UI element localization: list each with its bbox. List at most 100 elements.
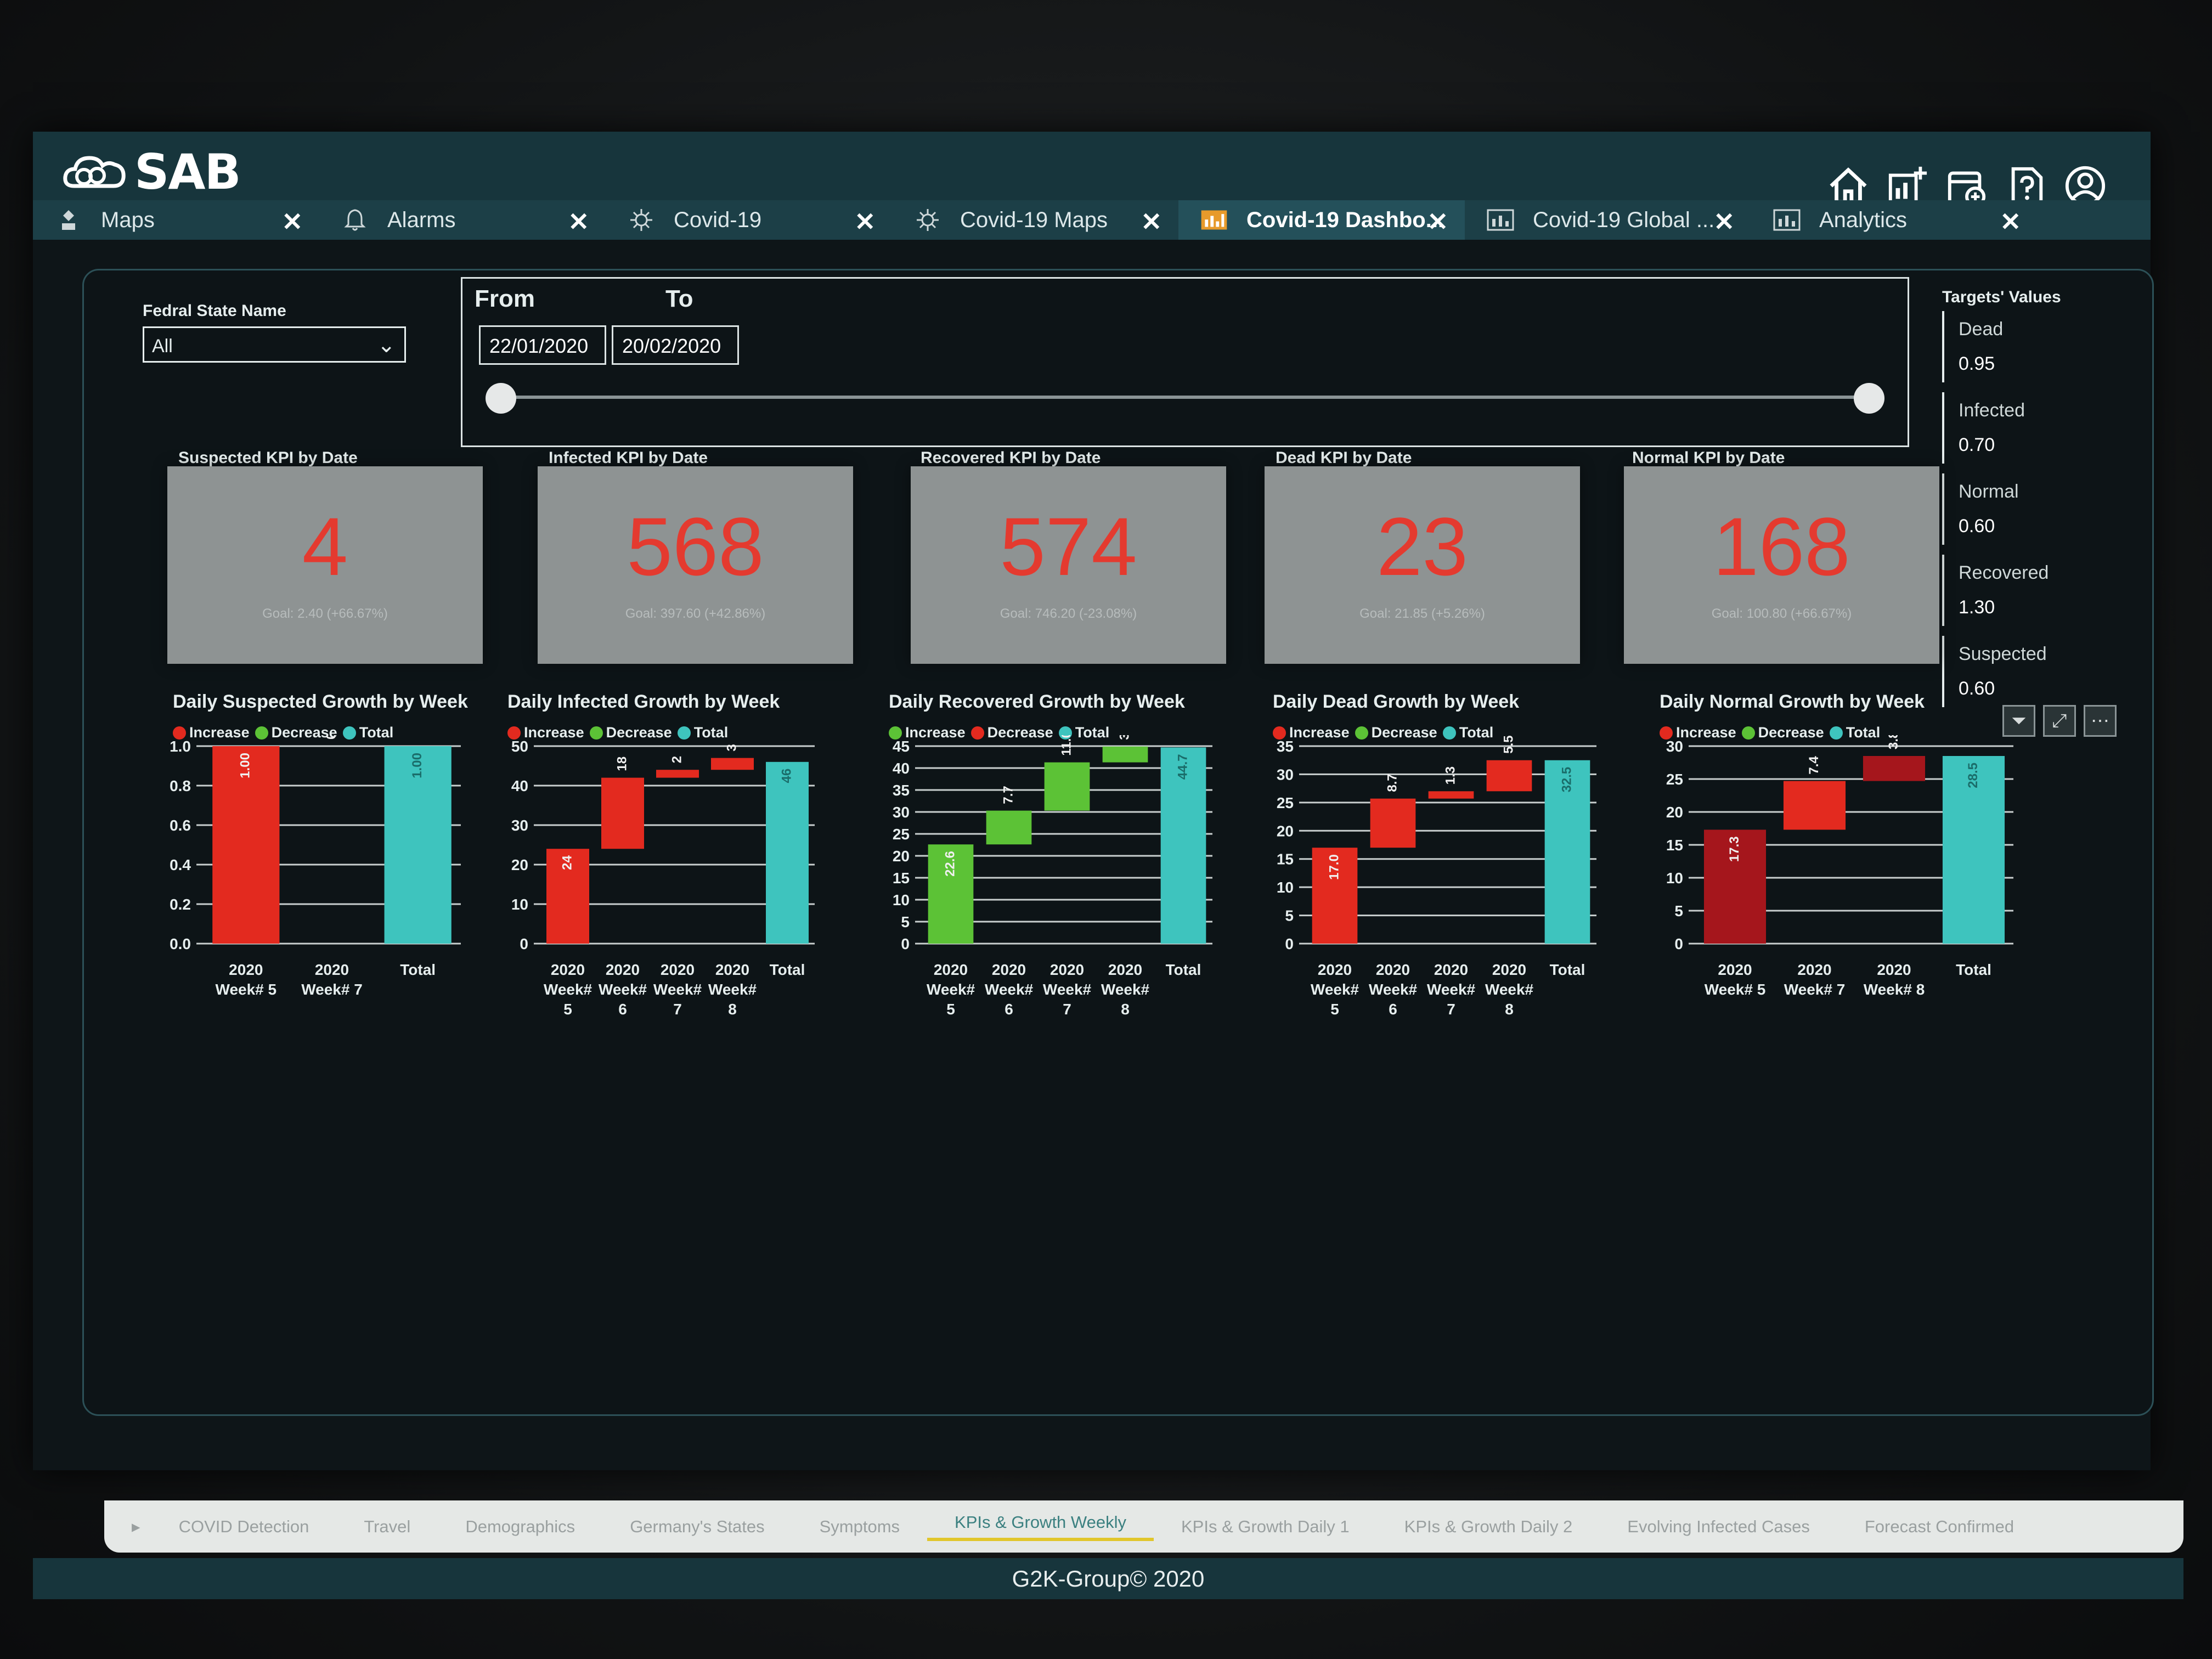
waterfall-bar[interactable] xyxy=(711,758,754,770)
state-filter-dropdown[interactable]: All ⌄ xyxy=(143,326,406,363)
tab-covid-19-maps[interactable]: Covid-19 Maps ✕ xyxy=(892,200,1178,240)
waterfall-chart-dead[interactable]: 0 5 10 15 20 25 30 35 17.0 8.7 1.3 5.5 32.5 xyxy=(1262,735,1602,955)
chart-title-infected: Daily Infected Growth by Week xyxy=(507,691,780,712)
x-category-line: Week# 8 xyxy=(1863,981,1925,998)
legend-dot xyxy=(1355,726,1368,740)
waterfall-bar[interactable] xyxy=(601,777,644,849)
y-tick-label: 0 xyxy=(520,935,528,952)
waterfall-chart-recovered[interactable]: 0 5 10 15 20 25 30 35 40 45 22.6 7.7 11.0 3.6 44.7 xyxy=(878,735,1218,955)
close-icon[interactable]: ✕ xyxy=(281,207,303,236)
x-category-label: 2020 Week# 7 xyxy=(1038,960,1096,1019)
close-icon[interactable]: ✕ xyxy=(1427,207,1448,236)
filter-icon[interactable]: ⏷ xyxy=(2002,705,2035,737)
tab-covid-19[interactable]: Covid-19 ✕ xyxy=(606,200,892,240)
total-bar[interactable] xyxy=(1160,747,1206,944)
waterfall-bar[interactable] xyxy=(1486,760,1532,792)
waterfall-bar[interactable] xyxy=(546,849,589,944)
data-label: 3 xyxy=(724,744,739,751)
close-icon[interactable]: ✕ xyxy=(1713,207,1735,236)
page-tab[interactable]: KPIs & Growth Daily 2 xyxy=(1404,1516,1573,1536)
close-icon[interactable]: ✕ xyxy=(1141,207,1162,236)
close-icon[interactable]: ✕ xyxy=(2000,207,2021,236)
legend-increase[interactable]: Increase xyxy=(889,724,966,741)
page-tab[interactable]: Travel xyxy=(364,1516,411,1536)
waterfall-bar[interactable] xyxy=(1703,830,1767,944)
close-icon[interactable]: ✕ xyxy=(854,207,876,236)
page-tab[interactable]: Symptoms xyxy=(819,1516,900,1536)
legend-total[interactable]: Total xyxy=(1829,724,1880,741)
page-tab[interactable]: KPIs & Growth Daily 1 xyxy=(1181,1516,1350,1536)
legend-decrease[interactable]: Decrease xyxy=(970,724,1053,741)
page-tab[interactable]: Germany's States xyxy=(630,1516,765,1536)
y-tick-label: 10 xyxy=(893,891,910,909)
legend-dot xyxy=(507,726,521,740)
waterfall-bar[interactable] xyxy=(1044,762,1090,811)
date-slider-track[interactable] xyxy=(501,396,1869,399)
kpi-card-suspected[interactable]: 4 Goal: 2.40 (+66.67%) xyxy=(167,466,483,664)
waterfall-bar[interactable] xyxy=(656,770,699,778)
focus-mode-icon[interactable]: ⤢ xyxy=(2043,705,2076,737)
logo[interactable]: SAB xyxy=(63,144,241,200)
page-nav-arrow-icon[interactable]: ▸ xyxy=(132,1516,140,1536)
page-tab[interactable]: KPIs & Growth Weekly xyxy=(927,1513,1154,1541)
legend-increase[interactable]: Increase xyxy=(1273,724,1350,741)
waterfall-chart-suspected[interactable]: 0.0 0.2 0.4 0.6 0.8 1.0 1.00 0.00 1.00 xyxy=(159,735,466,955)
waterfall-bar[interactable] xyxy=(1783,781,1846,830)
kpi-card-normal[interactable]: 168 Goal: 100.80 (+66.67%) xyxy=(1624,466,1939,664)
tab-alarms[interactable]: Alarms ✕ xyxy=(319,200,606,240)
legend-total[interactable]: Total xyxy=(1442,724,1493,741)
from-date-input[interactable]: 22/01/2020 xyxy=(479,325,606,365)
x-category-line: 8 xyxy=(1505,1001,1514,1018)
waterfall-bar[interactable] xyxy=(1370,798,1416,848)
close-icon[interactable]: ✕ xyxy=(568,207,589,236)
waterfall-bar[interactable] xyxy=(1102,746,1148,763)
data-label: 17.0 xyxy=(1327,854,1341,880)
waterfall-bar[interactable] xyxy=(212,746,280,944)
kpi-card-dead[interactable]: 23 Goal: 21.85 (+5.26%) xyxy=(1265,466,1580,664)
tab-covid-19-dashboard[interactable]: Covid-19 Dashbo... ✕ xyxy=(1178,200,1465,240)
tab-maps[interactable]: Maps ✕ xyxy=(33,200,319,240)
page-tab[interactable]: COVID Detection xyxy=(178,1516,309,1536)
date-slider-start-handle[interactable] xyxy=(486,383,516,414)
waterfall-chart-infected[interactable]: 0 10 20 30 40 50 24 18 2 3 46 xyxy=(496,735,820,955)
legend-dot xyxy=(970,726,984,740)
y-tick-label: 20 xyxy=(511,856,528,873)
waterfall-chart-normal[interactable]: 0 5 10 15 20 25 30 17.3 7.4 3.8 28.5 xyxy=(1651,735,2019,955)
kpi-card-infected[interactable]: 568 Goal: 397.60 (+42.86%) xyxy=(538,466,853,664)
legend-infected: Increase Decrease Total xyxy=(507,724,728,741)
to-date-input[interactable]: 20/02/2020 xyxy=(612,325,739,365)
waterfall-bar[interactable] xyxy=(986,810,1032,845)
legend-total[interactable]: Total xyxy=(342,724,393,741)
x-category-line: 2020 xyxy=(1797,961,1832,978)
waterfall-bar[interactable] xyxy=(1312,848,1358,944)
legend-increase[interactable]: Increase xyxy=(173,724,250,741)
total-bar[interactable] xyxy=(384,746,452,944)
waterfall-bar[interactable] xyxy=(928,844,974,944)
state-filter-value: All xyxy=(152,336,173,357)
total-bar[interactable] xyxy=(1942,756,2005,944)
legend-increase[interactable]: Increase xyxy=(507,724,584,741)
x-category-label: 2020 Week# 8 xyxy=(1096,960,1154,1019)
tab-covid-19-global[interactable]: Covid-19 Global ... ✕ xyxy=(1465,200,1751,240)
legend-decrease[interactable]: Decrease xyxy=(1355,724,1437,741)
page-tab[interactable]: Demographics xyxy=(465,1516,575,1536)
page-tab[interactable]: Evolving Infected Cases xyxy=(1627,1516,1810,1536)
page-tab[interactable]: Forecast Confirmed xyxy=(1864,1516,2015,1536)
legend-increase[interactable]: Increase xyxy=(1660,724,1736,741)
legend-decrease[interactable]: Decrease xyxy=(589,724,672,741)
more-options-icon[interactable]: ⋯ xyxy=(2084,705,2117,737)
help-document-icon[interactable] xyxy=(2005,165,2047,207)
total-bar[interactable] xyxy=(1544,760,1590,944)
tab-analytics[interactable]: Analytics ✕ xyxy=(1751,200,2038,240)
waterfall-bar[interactable] xyxy=(1428,791,1474,799)
date-slider-end-handle[interactable] xyxy=(1854,383,1884,414)
data-label: 24 xyxy=(560,855,574,870)
kpi-card-recovered[interactable]: 574 Goal: 746.20 (-23.08%) xyxy=(911,466,1226,664)
total-bar[interactable] xyxy=(766,761,809,944)
legend-decrease[interactable]: Decrease xyxy=(255,724,337,741)
legend-decrease[interactable]: Decrease xyxy=(1741,724,1824,741)
legend-total[interactable]: Total xyxy=(677,724,728,741)
legend-label: Decrease xyxy=(271,724,337,741)
legend-total[interactable]: Total xyxy=(1058,724,1109,741)
waterfall-bar[interactable] xyxy=(1863,756,1926,781)
